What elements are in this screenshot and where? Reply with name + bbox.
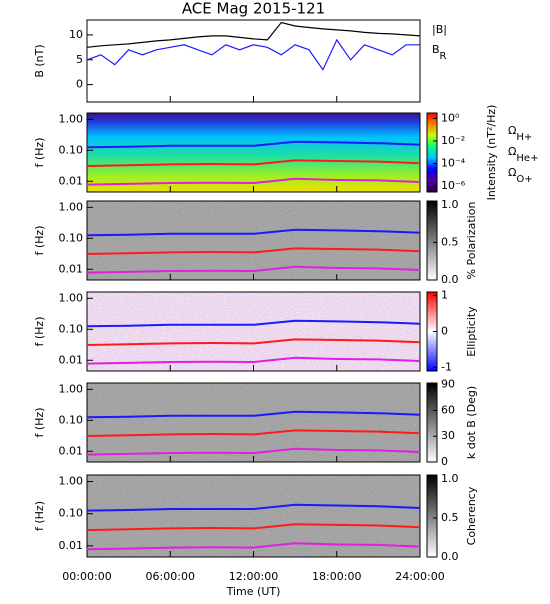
- y-axis-label: f (Hz): [33, 501, 46, 531]
- x-tick-label: 18:00:00: [312, 570, 361, 583]
- series-line: [86, 21, 421, 48]
- colorbar: [426, 200, 438, 281]
- x-tick-label: 12:00:00: [229, 570, 278, 583]
- legend-label: ΩH+: [508, 124, 532, 143]
- series-line: [86, 265, 421, 274]
- series-line: [86, 319, 421, 328]
- y-tick-label: 0.10: [59, 231, 84, 244]
- y-axis-label: f (Hz): [33, 138, 46, 168]
- colorbar-label: Intensity (nT²/Hz): [485, 105, 498, 201]
- y-tick-label: 0.01: [59, 174, 84, 187]
- colorbar-tick-label: 0.0: [441, 273, 459, 286]
- y-tick-label: 0.01: [59, 539, 84, 552]
- colorbar: [426, 382, 438, 463]
- colorbar-tick-label: 10⁻²: [441, 134, 465, 147]
- colorbar-label: Coherency: [465, 486, 478, 545]
- series-line: [86, 447, 421, 456]
- series-line: [86, 429, 421, 437]
- legend-label: |B|: [432, 23, 447, 36]
- legend-label: ΩHe+: [508, 145, 538, 164]
- colorbar-tick-label: 10⁻⁶: [441, 179, 466, 192]
- colorbar-tick-label: 10⁰: [441, 111, 460, 124]
- y-tick-label: 0.10: [59, 507, 84, 520]
- series-line: [86, 503, 421, 512]
- colorbar: [426, 112, 438, 193]
- y-tick-label: 1.00: [59, 382, 84, 395]
- colorbar-tick-label: 0.5: [441, 235, 459, 248]
- colorbar-tick-label: -1: [441, 360, 452, 373]
- x-axis-label: Time (UT): [226, 585, 281, 598]
- colorbar-tick-label: 30: [441, 429, 455, 442]
- colorbar-tick-label: 60: [441, 403, 455, 416]
- y-tick-label: 1.00: [59, 112, 84, 125]
- colorbar-tick-label: 0: [441, 325, 448, 338]
- colorbar-tick-label: 0.0: [441, 550, 459, 563]
- colorbar-label: Ellipticity: [465, 306, 478, 357]
- y-tick-label: 0.01: [59, 353, 84, 366]
- colorbar-tick-label: 1.0: [441, 198, 459, 211]
- series-line: [86, 523, 421, 532]
- colorbar-tick-label: 10⁻⁴: [441, 157, 466, 170]
- y-tick-label: 0.01: [59, 444, 84, 457]
- colorbar-label: k dot B (Deg): [465, 386, 478, 459]
- y-axis-label: B (nT): [33, 44, 46, 77]
- y-axis-label: f (Hz): [33, 408, 46, 438]
- series-line: [86, 140, 421, 149]
- series-line: [86, 247, 421, 255]
- y-tick-label: 0.10: [59, 413, 84, 426]
- colorbar-label: % Polarization: [465, 202, 478, 280]
- spectrogram-noise: [87, 475, 420, 557]
- y-tick-label: 1.00: [59, 291, 84, 304]
- colorbar-tick-label: 1.0: [441, 472, 459, 485]
- y-tick-label: 0.10: [59, 322, 84, 335]
- series-line: [86, 542, 421, 551]
- spectrogram-noise: [87, 292, 420, 371]
- series-line: [86, 177, 421, 186]
- y-tick-label: 0.01: [59, 262, 84, 275]
- legend-label: BR: [432, 43, 447, 62]
- spectrogram-image: [87, 113, 420, 192]
- colorbar-tick-label: 0: [441, 455, 448, 468]
- colorbar-tick-label: 1: [441, 289, 448, 302]
- series-line: [86, 159, 421, 167]
- x-tick-label: 00:00:00: [62, 570, 111, 583]
- series-line: [86, 356, 421, 365]
- y-tick-label: 1.00: [59, 200, 84, 213]
- chart-title: ACE Mag 2015-121: [182, 0, 325, 18]
- series-line: [86, 410, 421, 419]
- x-tick-label: 06:00:00: [146, 570, 195, 583]
- colorbar-tick-label: 0.5: [441, 511, 459, 524]
- spectrogram-noise: [87, 201, 420, 280]
- x-tick-label: 24:00:00: [395, 570, 444, 583]
- y-tick-label: 0: [76, 78, 83, 91]
- y-tick-label: 1.00: [59, 475, 84, 488]
- legend-label: ΩO+: [508, 166, 533, 185]
- y-axis-label: f (Hz): [33, 226, 46, 256]
- y-tick-label: 5: [76, 53, 83, 66]
- series-line: [86, 338, 421, 346]
- y-tick-label: 0.10: [59, 143, 84, 156]
- colorbar: [426, 474, 438, 558]
- spectrogram-noise: [87, 383, 420, 462]
- y-axis-label: f (Hz): [33, 317, 46, 347]
- y-tick-label: 10: [69, 28, 83, 41]
- series-line: [86, 228, 421, 237]
- colorbar-tick-label: 90: [441, 378, 455, 391]
- series-line: [86, 38, 420, 71]
